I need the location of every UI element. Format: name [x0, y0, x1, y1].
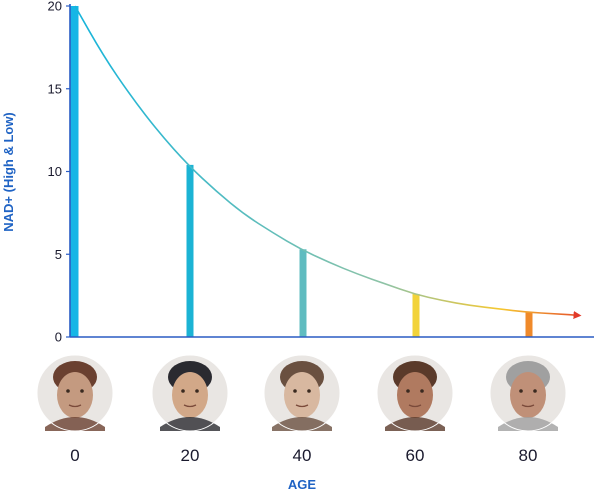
x-tick-label: 40 — [293, 446, 312, 465]
x-tick-label: 60 — [406, 446, 425, 465]
bar-age-20 — [186, 164, 194, 337]
nad-decline-curve — [74, 5, 582, 319]
adult-man-face-icon — [263, 354, 341, 432]
older-man-face-icon — [376, 354, 454, 432]
bar-age-80 — [525, 312, 533, 337]
bars-group — [69, 6, 533, 337]
x-tick-label: 0 — [70, 446, 79, 465]
y-tick-label: 5 — [55, 247, 62, 262]
x-tick-label: 20 — [181, 446, 200, 465]
bar-age-0 — [69, 6, 79, 337]
y-axis-title: NAD+ (High & Low) — [1, 112, 16, 232]
baby-face-icon — [36, 354, 114, 432]
x-axis-title: AGE — [288, 477, 317, 491]
young-man-face-icon — [151, 354, 229, 432]
y-tick-label: 0 — [55, 330, 62, 345]
y-ticks-group: 0 5 10 15 20 — [48, 0, 70, 345]
y-tick-label: 20 — [48, 0, 62, 14]
y-tick-label: 15 — [48, 81, 62, 96]
y-tick-label: 10 — [48, 164, 62, 179]
bar-age-40 — [299, 249, 307, 337]
elderly-man-face-icon — [489, 354, 567, 432]
faces-group — [36, 354, 567, 432]
x-tick-label: 80 — [519, 446, 538, 465]
bar-age-60 — [412, 293, 420, 337]
x-ticks-group: 0 20 40 60 80 — [70, 446, 537, 465]
